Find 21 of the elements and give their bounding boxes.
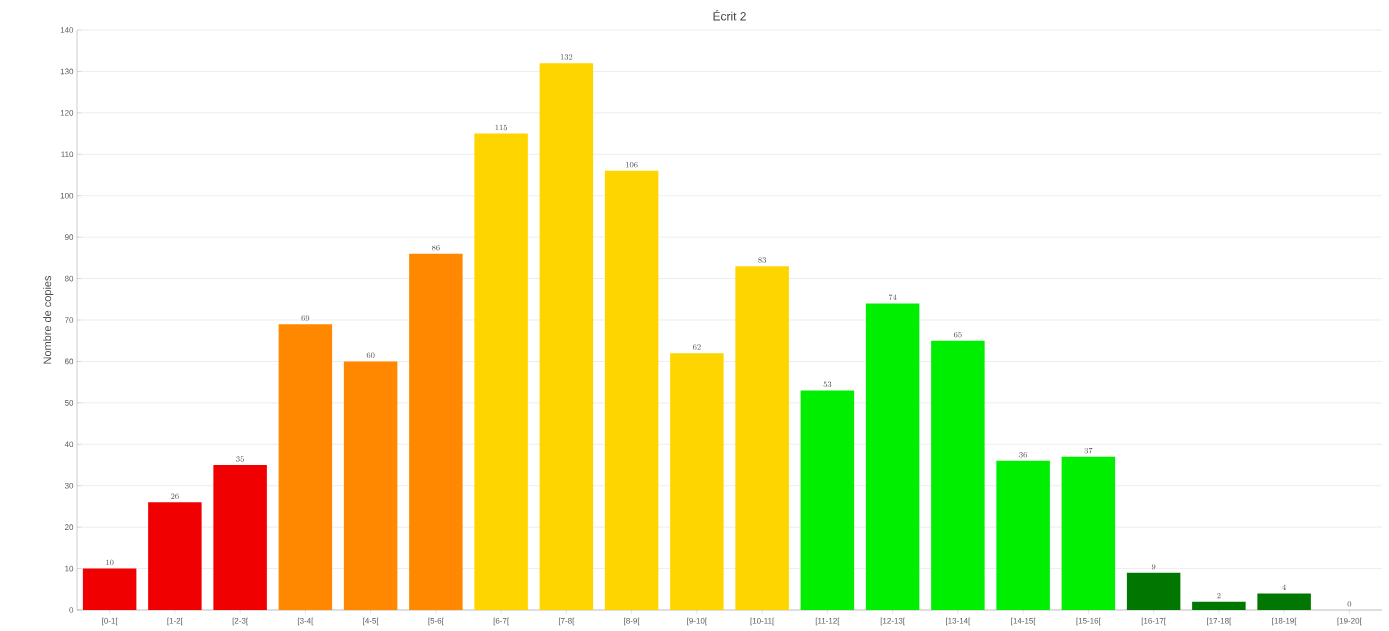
- bar: [996, 460, 1050, 610]
- bar: [539, 63, 594, 610]
- y-axis-title: Nombre de copies: [43, 275, 54, 364]
- bar: [1126, 572, 1181, 610]
- bar: [931, 340, 985, 610]
- bar: [670, 353, 724, 610]
- bar: [1061, 456, 1116, 610]
- chart-title: Écrit 2: [713, 10, 746, 21]
- bar: [82, 568, 137, 610]
- bar: [735, 266, 789, 610]
- bar: [474, 133, 528, 610]
- bar: [148, 502, 202, 610]
- bar: [409, 253, 463, 610]
- bar: [604, 170, 659, 610]
- bar: [865, 303, 920, 610]
- bar: [800, 390, 855, 610]
- bar: [1192, 601, 1246, 610]
- bar: [1257, 593, 1311, 610]
- bar: [278, 324, 333, 610]
- bar: [343, 361, 398, 610]
- bar: [213, 465, 267, 610]
